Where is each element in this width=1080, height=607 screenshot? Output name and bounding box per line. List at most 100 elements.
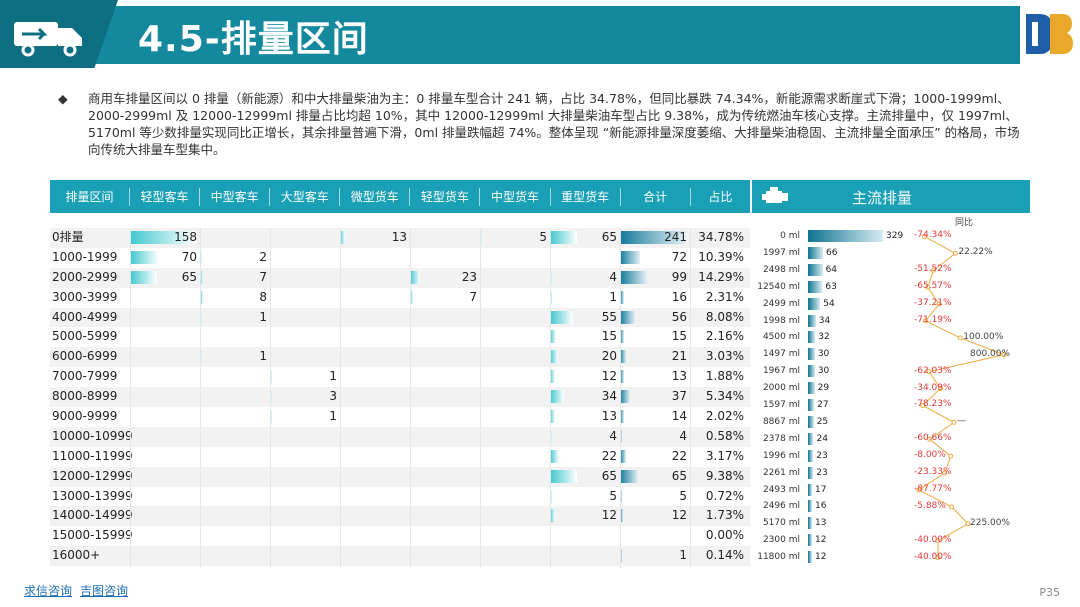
row-label: 6000-6999 bbox=[52, 349, 118, 364]
yoy-label: -40.00% bbox=[914, 534, 952, 545]
value-label: 4 bbox=[609, 428, 617, 443]
displacement-value: 16 bbox=[815, 501, 827, 512]
value-label: 14 bbox=[671, 409, 687, 424]
share-cell: 34.78% bbox=[698, 230, 744, 244]
page-number: P35 bbox=[1039, 586, 1060, 599]
value-bar bbox=[270, 390, 272, 404]
share-cell: 2.31% bbox=[705, 289, 744, 304]
displacement-value: 32 bbox=[818, 332, 830, 343]
value-bar bbox=[480, 231, 483, 244]
value-bar bbox=[130, 270, 158, 284]
value-cell: 1 bbox=[270, 367, 340, 387]
value-label: 65 bbox=[671, 468, 687, 483]
row-label: 7000-7999 bbox=[52, 369, 118, 384]
value-bar bbox=[200, 270, 203, 284]
total-cell: 99 bbox=[620, 268, 690, 288]
yoy-point bbox=[920, 402, 926, 408]
value-label: 5 bbox=[679, 488, 687, 503]
displacement-row: 8867 ml 25 bbox=[752, 414, 912, 431]
value-label: 65 bbox=[601, 468, 617, 483]
value-label: 37 bbox=[671, 389, 687, 404]
value-bar bbox=[200, 250, 202, 264]
displacement-value: 66 bbox=[826, 247, 838, 258]
displacement-label: 2261 ml bbox=[762, 467, 800, 478]
value-bar bbox=[550, 231, 578, 244]
table-row: 16000+ 1 0.14% bbox=[50, 546, 750, 567]
total-cell: 37 bbox=[620, 387, 690, 407]
yoy-label: -71.19% bbox=[914, 314, 952, 325]
yoy-label: -23.33% bbox=[914, 467, 952, 478]
value-label: 21 bbox=[671, 349, 687, 364]
value-label: 20 bbox=[601, 349, 617, 364]
displacement-value: 17 bbox=[815, 484, 827, 495]
displacement-label: 2378 ml bbox=[762, 433, 800, 444]
yoy-label: -78.23% bbox=[914, 399, 952, 410]
value-label: 1 bbox=[679, 548, 687, 563]
value-bar bbox=[620, 330, 625, 344]
value-bar bbox=[550, 370, 555, 384]
yoy-label: -60.66% bbox=[914, 433, 952, 444]
yoy-area: -74.34% 22.22% -51.52% -65.57% -37.21% -71.19… bbox=[912, 228, 1014, 568]
yoy-label: 225.00% bbox=[970, 517, 1011, 528]
value-label: 65 bbox=[601, 230, 617, 244]
value-label: 1 bbox=[259, 309, 267, 324]
row-label: 5000-5999 bbox=[52, 329, 118, 344]
displacement-bar bbox=[808, 280, 823, 293]
displacement-row: 11800 ml 12 bbox=[752, 549, 912, 566]
value-label: 1 bbox=[329, 409, 337, 424]
column-divider bbox=[340, 228, 341, 568]
displacement-value: 23 bbox=[816, 467, 828, 478]
yoy-label: -87.77% bbox=[914, 483, 952, 494]
value-cell: 13 bbox=[340, 228, 410, 248]
displacement-value: 25 bbox=[816, 416, 829, 427]
footer-link-1[interactable]: 求信咨询 bbox=[24, 584, 73, 598]
displacement-label: 11800 ml bbox=[757, 552, 800, 563]
value-bar bbox=[620, 231, 686, 244]
value-bar bbox=[550, 330, 557, 344]
value-bar bbox=[550, 270, 552, 284]
value-bar bbox=[550, 390, 565, 404]
displacement-label: 12540 ml bbox=[757, 281, 800, 292]
value-label: 15 bbox=[601, 329, 617, 344]
displacement-bar bbox=[808, 551, 812, 564]
value-label: 2 bbox=[259, 249, 267, 264]
header-bar: 4.5-排量区间 bbox=[0, 0, 1080, 72]
table-row: 12000-12999 65 65 9.38% bbox=[50, 466, 750, 487]
displacement-row: 12540 ml 63 bbox=[752, 279, 912, 296]
total-cell: 65 bbox=[620, 467, 690, 487]
total-cell: 5 bbox=[620, 487, 690, 507]
value-label: 65 bbox=[181, 269, 197, 284]
displacement-value: 27 bbox=[817, 400, 829, 410]
displacement-bar bbox=[808, 230, 883, 242]
diamond-bullet-icon: ◆ bbox=[58, 91, 68, 106]
displacement-row: 1967 ml 30 bbox=[752, 363, 912, 380]
share-cell: 0.00% bbox=[705, 528, 744, 543]
table-row: 3000-3999 8 7 1 16 2.31% bbox=[50, 288, 750, 308]
yoy-point bbox=[926, 369, 932, 375]
footer-link-2[interactable]: 吉图咨询 bbox=[80, 584, 129, 598]
value-label: 1 bbox=[259, 349, 267, 364]
value-bar bbox=[200, 350, 202, 364]
share-cell: 1.88% bbox=[705, 369, 744, 384]
value-bar bbox=[200, 290, 204, 304]
value-bar bbox=[130, 231, 196, 244]
displacement-value: 30 bbox=[817, 366, 830, 377]
value-bar bbox=[620, 509, 624, 523]
value-bar bbox=[620, 489, 622, 503]
displacement-label: 0 ml bbox=[780, 231, 800, 241]
displacement-label: 1998 ml bbox=[762, 315, 800, 326]
value-cell: 13 bbox=[550, 407, 620, 427]
value-bar bbox=[550, 290, 552, 304]
header-band bbox=[0, 6, 1020, 64]
row-label: 16000+ bbox=[52, 548, 101, 563]
displacement-bar bbox=[808, 263, 823, 276]
displacement-bar bbox=[808, 297, 821, 310]
yoy-title: 同比 bbox=[955, 218, 974, 228]
displacement-bar bbox=[808, 348, 815, 361]
value-label: 7 bbox=[259, 269, 267, 284]
displacement-row: 4500 ml 32 bbox=[752, 329, 912, 346]
yoy-label: -5.88% bbox=[914, 500, 946, 511]
displacement-row: 2261 ml 23 bbox=[752, 465, 912, 482]
displacement-bar bbox=[808, 246, 824, 259]
displacement-row: 1597 ml 27 bbox=[752, 397, 912, 414]
